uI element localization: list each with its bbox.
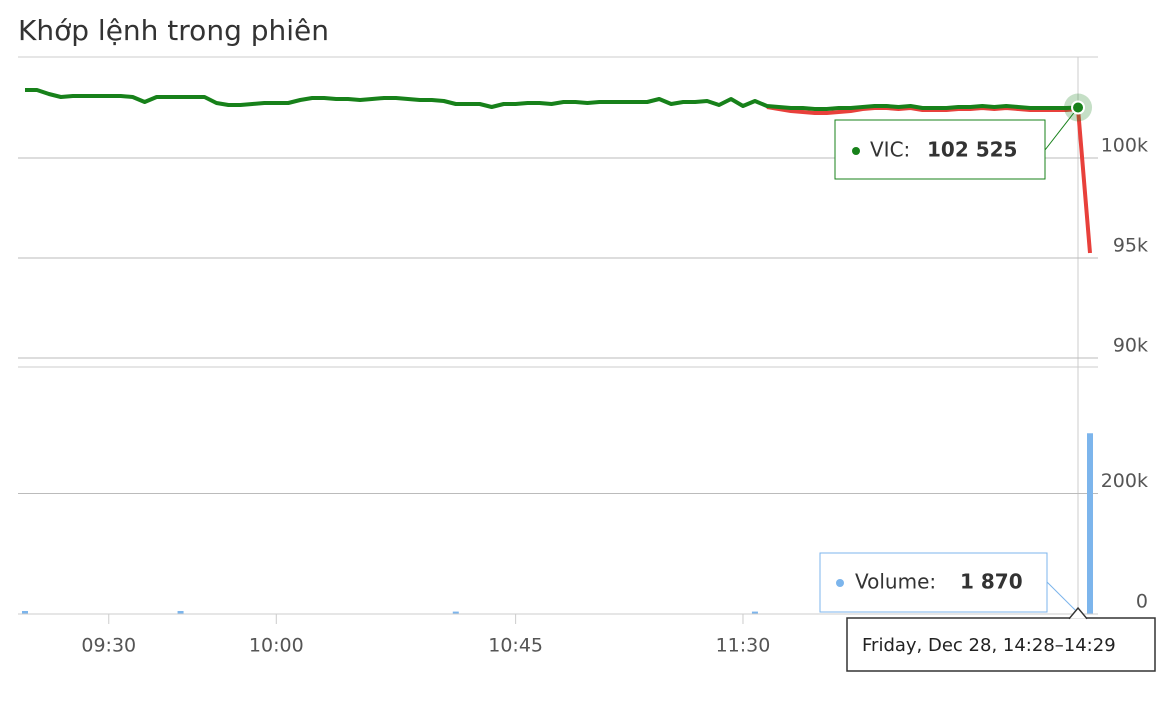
plot-area: 90k 95k 100k 0 200k 09:30 10:00 10:45 11:30 [18, 88, 1148, 657]
price-tooltip: VIC: 102 525 [834, 107, 1079, 180]
tooltip-connector [1044, 107, 1079, 151]
header-tooltip-box [846, 617, 1156, 672]
tooltip-box [819, 552, 1048, 613]
volume-bar [751, 611, 758, 614]
header-tooltip-text: Friday, Dec 28, 14:28–14:29 [862, 635, 1116, 656]
hover-point [1071, 100, 1086, 115]
tooltip-connector [1046, 581, 1079, 614]
volume-bar [1087, 433, 1093, 614]
tooltip-box [834, 119, 1046, 180]
tooltip-bullet [852, 147, 860, 155]
x-tick-label: 11:30 [716, 635, 771, 657]
y-tick-label: 100k [1101, 135, 1148, 157]
tooltip-name: VIC: [870, 138, 910, 162]
tooltip-name: Volume: [855, 570, 936, 594]
y-tick-label: 90k [1113, 335, 1148, 357]
chart-title: Khớp lệnh trong phiên [18, 14, 329, 47]
x-tick-label: 10:00 [249, 635, 304, 657]
tooltip-value: 102 525 [927, 138, 1017, 162]
y-tick-label: 95k [1113, 235, 1148, 257]
volume-bar [452, 611, 459, 614]
volume-bar [22, 610, 28, 614]
price-line [25, 88, 1079, 111]
x-tick-label: 09:30 [81, 635, 136, 657]
header-tooltip-pointer [1068, 606, 1088, 620]
y-tick-label: 200k [1101, 470, 1148, 492]
tooltip-bullet [836, 579, 844, 587]
volume-tooltip: Volume: 1 870 [819, 552, 1079, 614]
y-tick-label: 0 [1136, 591, 1148, 613]
tooltip-value: 1 870 [960, 570, 1023, 594]
volume-bar [177, 610, 184, 614]
x-tick-label: 10:45 [488, 635, 543, 657]
